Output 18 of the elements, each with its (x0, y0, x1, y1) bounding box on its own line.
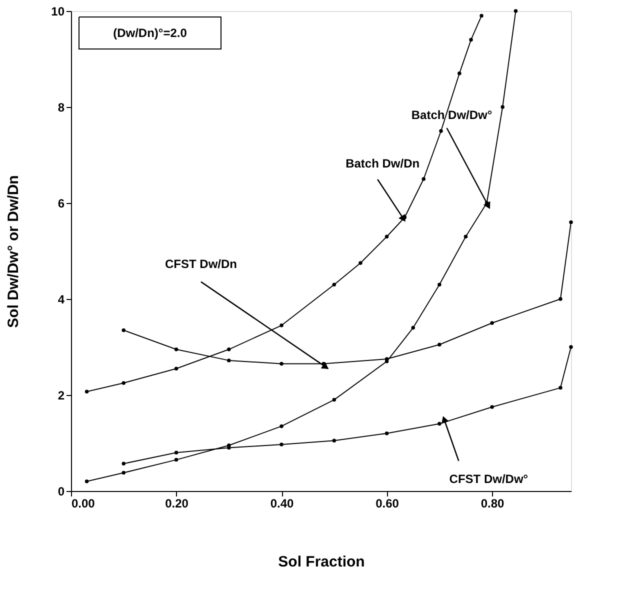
annotation: Batch Dw/Dw° (411, 108, 492, 122)
x-tick-label: 0.00 (72, 496, 96, 510)
y-tick-label: 10 (51, 4, 65, 18)
x-axis-title: Sol Fraction (278, 554, 365, 570)
annotation: CFST Dw/Dw° (449, 472, 528, 486)
y-tick-label: 0 (58, 484, 65, 498)
annotation: CFST Dw/Dn (165, 256, 237, 271)
y-tick-label: 8 (58, 100, 65, 114)
x-tick-label: 0.20 (165, 496, 189, 510)
y-tick-label: 4 (58, 292, 65, 306)
annotation: (Dw/Dn)°=2.0 (113, 26, 188, 40)
annotation: Batch Dw/Dn (346, 156, 420, 170)
x-tick-label: 0.80 (480, 496, 505, 510)
x-tick-label: 0.40 (270, 496, 294, 510)
y-axis-title: Sol Dw/Dw° or Dw/Dn (5, 175, 22, 328)
y-tick-label: 6 (58, 196, 65, 210)
y-tick-label: 2 (58, 388, 65, 402)
x-tick-label: 0.60 (376, 496, 400, 510)
